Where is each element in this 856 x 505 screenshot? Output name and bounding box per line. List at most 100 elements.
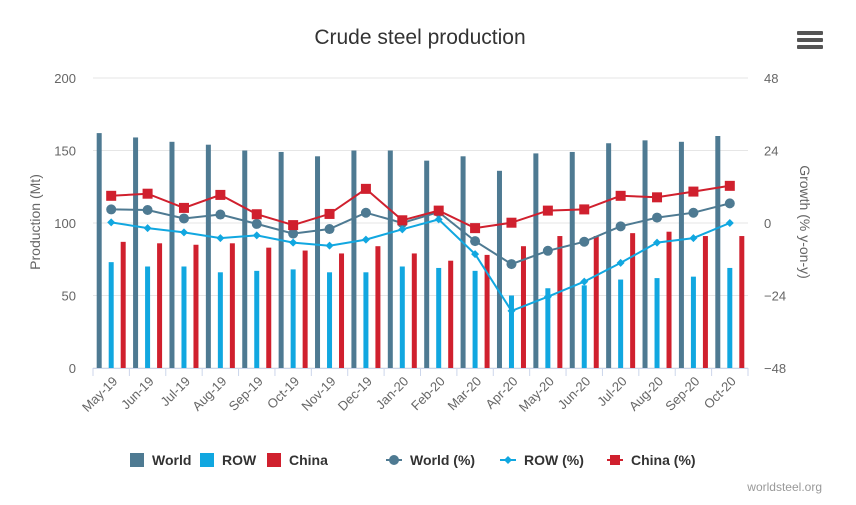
bar-world[interactable] <box>242 150 248 369</box>
point-world[interactable] <box>360 207 371 218</box>
bar-row[interactable] <box>399 266 405 369</box>
legend-item-china[interactable]: China <box>267 452 328 468</box>
point-world[interactable] <box>470 236 481 247</box>
bar-china[interactable] <box>375 246 381 368</box>
point-world[interactable] <box>106 204 117 215</box>
bar-row[interactable] <box>654 278 660 368</box>
point-world[interactable] <box>215 209 226 220</box>
point-china[interactable] <box>397 215 408 226</box>
point-world[interactable] <box>324 224 335 235</box>
point-china[interactable] <box>724 180 735 191</box>
bar-world[interactable] <box>533 153 539 368</box>
bar-world[interactable] <box>315 156 321 368</box>
point-row[interactable] <box>179 228 188 237</box>
bar-row[interactable] <box>327 272 333 368</box>
point-row[interactable] <box>252 231 261 240</box>
point-world[interactable] <box>724 198 735 209</box>
bar-row[interactable] <box>181 266 187 369</box>
bar-china[interactable] <box>157 243 163 368</box>
bar-world[interactable] <box>278 151 284 368</box>
bar-china[interactable] <box>739 236 745 368</box>
bar-row[interactable] <box>545 288 551 368</box>
point-world[interactable] <box>688 207 699 218</box>
bar-row[interactable] <box>508 295 514 369</box>
point-row[interactable] <box>289 238 298 247</box>
point-row[interactable] <box>398 225 407 234</box>
point-row[interactable] <box>725 219 734 227</box>
bar-world[interactable] <box>351 150 357 369</box>
point-world[interactable] <box>652 212 663 223</box>
point-row[interactable] <box>107 218 116 227</box>
point-row[interactable] <box>689 234 698 243</box>
bar-china[interactable] <box>557 236 563 368</box>
bar-world[interactable] <box>678 141 684 368</box>
bar-world[interactable] <box>715 136 721 368</box>
point-world[interactable] <box>579 236 590 247</box>
point-china[interactable] <box>288 220 299 231</box>
point-china[interactable] <box>178 202 189 213</box>
point-china[interactable] <box>106 190 117 201</box>
bar-world[interactable] <box>424 160 430 368</box>
point-china[interactable] <box>215 189 226 200</box>
point-china[interactable] <box>470 223 481 234</box>
point-china[interactable] <box>615 190 626 201</box>
bar-row[interactable] <box>363 272 369 368</box>
point-china[interactable] <box>652 192 663 203</box>
bar-china[interactable] <box>193 244 199 368</box>
bar-world[interactable] <box>96 133 102 368</box>
bar-row[interactable] <box>145 266 151 369</box>
bar-china[interactable] <box>448 260 454 368</box>
point-china[interactable] <box>324 208 335 219</box>
bar-china[interactable] <box>302 250 308 368</box>
bar-world[interactable] <box>569 151 575 368</box>
bar-china[interactable] <box>229 243 235 368</box>
bar-world[interactable] <box>606 143 612 368</box>
bar-china[interactable] <box>630 233 636 368</box>
point-row[interactable] <box>616 258 625 267</box>
point-china[interactable] <box>433 205 444 216</box>
point-row[interactable] <box>507 306 516 315</box>
point-row[interactable] <box>580 277 589 286</box>
point-china[interactable] <box>142 188 153 199</box>
bar-china[interactable] <box>702 236 708 368</box>
point-row[interactable] <box>361 235 370 244</box>
point-row[interactable] <box>434 215 443 224</box>
point-world[interactable] <box>615 221 626 232</box>
bar-row[interactable] <box>690 276 696 368</box>
bar-china[interactable] <box>339 253 345 368</box>
bar-row[interactable] <box>436 267 442 368</box>
bar-row[interactable] <box>217 272 223 368</box>
bar-world[interactable] <box>460 156 466 368</box>
bar-world[interactable] <box>387 150 393 369</box>
legend-item-row[interactable]: ROW <box>200 452 257 468</box>
point-world[interactable] <box>178 213 189 224</box>
bar-row[interactable] <box>290 269 296 368</box>
point-china[interactable] <box>360 183 371 194</box>
point-china[interactable] <box>506 217 517 228</box>
bar-world[interactable] <box>133 137 139 368</box>
bar-row[interactable] <box>254 270 260 368</box>
point-china[interactable] <box>688 186 699 197</box>
point-china[interactable] <box>542 205 553 216</box>
bar-china[interactable] <box>484 254 490 368</box>
bar-china[interactable] <box>593 236 599 368</box>
bar-row[interactable] <box>581 285 587 368</box>
point-china[interactable] <box>251 209 262 220</box>
point-row[interactable] <box>653 238 662 247</box>
credit-text[interactable]: worldsteel.org <box>746 480 822 494</box>
bar-world[interactable] <box>205 144 211 368</box>
point-world[interactable] <box>542 245 553 256</box>
bar-row[interactable] <box>727 267 733 368</box>
bar-row[interactable] <box>472 270 478 368</box>
legend-item-world[interactable]: World <box>130 452 191 468</box>
context-menu-icon[interactable] <box>797 31 823 53</box>
bar-row[interactable] <box>108 262 114 368</box>
bar-row[interactable] <box>618 279 624 368</box>
point-world[interactable] <box>288 228 299 239</box>
point-world[interactable] <box>506 259 517 270</box>
legend-item-row[interactable]: ROW (%) <box>500 452 584 468</box>
bar-china[interactable] <box>266 247 272 368</box>
point-world[interactable] <box>142 205 153 216</box>
bar-china[interactable] <box>411 253 417 368</box>
point-row[interactable] <box>143 224 152 233</box>
